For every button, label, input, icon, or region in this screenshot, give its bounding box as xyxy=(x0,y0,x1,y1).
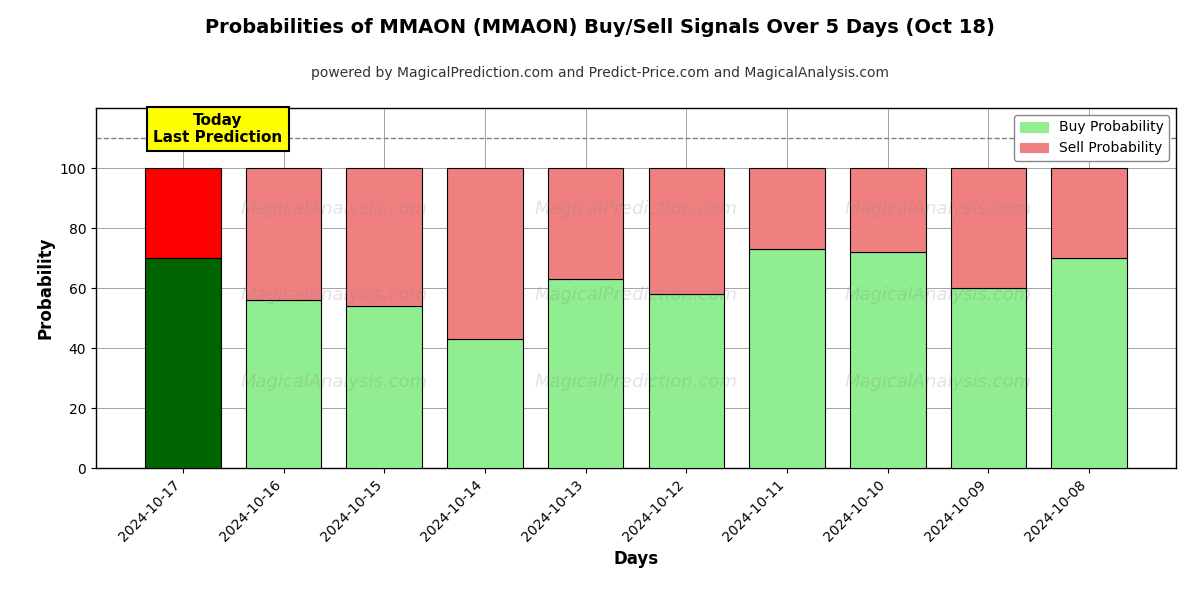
Bar xyxy=(749,168,824,249)
Bar xyxy=(448,168,523,339)
Bar xyxy=(1051,258,1127,468)
Text: powered by MagicalPrediction.com and Predict-Price.com and MagicalAnalysis.com: powered by MagicalPrediction.com and Pre… xyxy=(311,66,889,80)
Bar xyxy=(145,168,221,258)
Bar xyxy=(548,279,624,468)
Text: MagicalAnalysis.com: MagicalAnalysis.com xyxy=(240,286,427,304)
Bar xyxy=(246,300,322,468)
Text: MagicalAnalysis.com: MagicalAnalysis.com xyxy=(845,286,1032,304)
Text: MagicalPrediction.com: MagicalPrediction.com xyxy=(534,286,738,304)
Bar xyxy=(749,249,824,468)
Text: MagicalPrediction.com: MagicalPrediction.com xyxy=(534,373,738,391)
Bar xyxy=(347,306,422,468)
Bar xyxy=(648,168,724,294)
X-axis label: Days: Days xyxy=(613,550,659,568)
Y-axis label: Probability: Probability xyxy=(36,237,54,339)
Bar xyxy=(850,252,925,468)
Bar xyxy=(448,339,523,468)
Text: Today
Last Prediction: Today Last Prediction xyxy=(154,113,283,145)
Text: MagicalAnalysis.com: MagicalAnalysis.com xyxy=(845,373,1032,391)
Bar xyxy=(950,288,1026,468)
Text: MagicalPrediction.com: MagicalPrediction.com xyxy=(534,200,738,218)
Bar xyxy=(648,294,724,468)
Bar xyxy=(145,258,221,468)
Bar xyxy=(950,168,1026,288)
Text: MagicalAnalysis.com: MagicalAnalysis.com xyxy=(240,200,427,218)
Legend: Buy Probability, Sell Probability: Buy Probability, Sell Probability xyxy=(1014,115,1169,161)
Bar xyxy=(850,168,925,252)
Text: MagicalAnalysis.com: MagicalAnalysis.com xyxy=(240,373,427,391)
Bar xyxy=(1051,168,1127,258)
Text: Probabilities of MMAON (MMAON) Buy/Sell Signals Over 5 Days (Oct 18): Probabilities of MMAON (MMAON) Buy/Sell … xyxy=(205,18,995,37)
Text: MagicalAnalysis.com: MagicalAnalysis.com xyxy=(845,200,1032,218)
Bar xyxy=(347,168,422,306)
Bar xyxy=(246,168,322,300)
Bar xyxy=(548,168,624,279)
